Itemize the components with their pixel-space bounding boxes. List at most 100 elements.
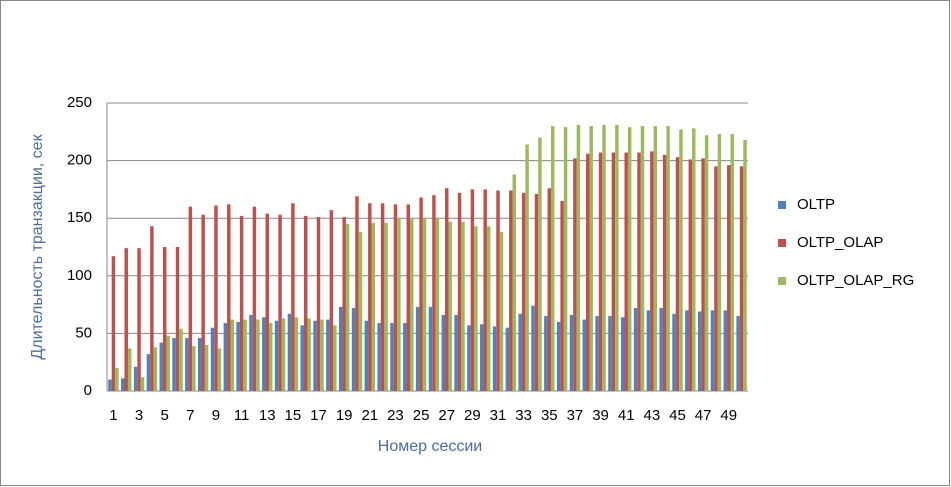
bar	[217, 348, 222, 391]
bar	[419, 197, 423, 391]
bar	[239, 215, 244, 391]
x-tick-label: 17	[310, 407, 327, 424]
bar	[454, 314, 458, 391]
x-tick-label: 43	[644, 407, 661, 424]
bar	[230, 319, 234, 391]
bar	[108, 379, 112, 391]
bar	[329, 210, 334, 391]
bar	[679, 129, 683, 391]
bar	[435, 218, 440, 391]
x-tick-label: 1	[109, 407, 117, 424]
bar	[701, 158, 705, 391]
bar	[256, 319, 260, 391]
bar	[351, 308, 356, 391]
bar	[333, 325, 337, 391]
bar	[743, 139, 747, 391]
bar	[294, 317, 299, 391]
bar	[569, 314, 574, 391]
y-tick-label: 100	[67, 267, 92, 284]
bar	[602, 124, 606, 391]
bar	[640, 126, 645, 391]
y-tick-label: 150	[67, 209, 92, 226]
bar	[470, 189, 475, 391]
bar	[509, 190, 513, 391]
bar	[496, 190, 500, 391]
bar	[166, 335, 170, 391]
x-tick-label: 41	[618, 407, 635, 424]
bar	[560, 200, 564, 391]
bar	[364, 320, 369, 391]
bar	[646, 310, 651, 391]
bar	[483, 189, 487, 391]
bar	[672, 313, 676, 391]
bar	[627, 127, 632, 391]
legend-label: OLTP_OLAP_RG	[797, 272, 914, 289]
bar	[127, 348, 132, 391]
bar	[252, 206, 257, 391]
x-tick-label: 13	[259, 407, 276, 424]
x-tick-label: 9	[212, 407, 220, 424]
bar	[210, 327, 215, 391]
y-tick-label: 50	[75, 324, 92, 341]
bar	[358, 232, 363, 391]
bar	[499, 232, 504, 391]
bar	[201, 214, 205, 391]
bar	[274, 320, 279, 391]
bar	[467, 325, 471, 391]
bar	[397, 218, 401, 391]
bar	[422, 218, 427, 391]
bar	[611, 152, 616, 391]
bar	[265, 213, 269, 391]
legend-label: OLTP	[797, 196, 835, 213]
bar	[685, 310, 689, 391]
bar	[368, 203, 372, 391]
x-tick-label: 19	[336, 407, 353, 424]
bar	[192, 346, 196, 391]
x-tick-label: 35	[541, 407, 558, 424]
bar	[179, 328, 183, 391]
bar	[518, 313, 522, 391]
bar	[121, 378, 125, 391]
bar	[492, 326, 497, 391]
bar	[563, 127, 568, 391]
bar	[175, 247, 180, 391]
bar	[432, 195, 436, 391]
bar	[624, 152, 628, 391]
bar	[666, 126, 670, 391]
bar	[124, 248, 128, 391]
bar	[342, 217, 346, 391]
bar	[390, 323, 394, 391]
bar	[415, 306, 420, 391]
bar	[573, 158, 577, 391]
x-tick-label: 31	[490, 407, 507, 424]
bar	[714, 166, 718, 391]
bar	[291, 203, 295, 391]
bar	[380, 203, 385, 391]
bar	[262, 317, 266, 391]
legend-label: OLTP_OLAP	[797, 234, 883, 251]
bar	[461, 221, 465, 391]
bar	[243, 319, 247, 391]
x-tick-label: 11	[234, 407, 250, 424]
bar	[586, 153, 590, 391]
bar	[736, 316, 740, 391]
bar	[338, 306, 343, 391]
bar	[150, 226, 154, 391]
bar	[486, 226, 491, 391]
bar	[547, 188, 552, 391]
bar	[236, 321, 240, 391]
legend-marker	[778, 277, 786, 285]
bar	[287, 313, 292, 391]
bar	[739, 166, 744, 391]
bar	[534, 194, 539, 391]
bar	[115, 367, 119, 391]
bar	[521, 192, 526, 391]
bar	[608, 316, 612, 391]
bar	[723, 310, 728, 391]
bar	[153, 347, 158, 391]
bar	[589, 126, 593, 391]
bar	[615, 124, 619, 391]
x-tick-label: 21	[361, 407, 378, 424]
bar	[544, 316, 548, 391]
